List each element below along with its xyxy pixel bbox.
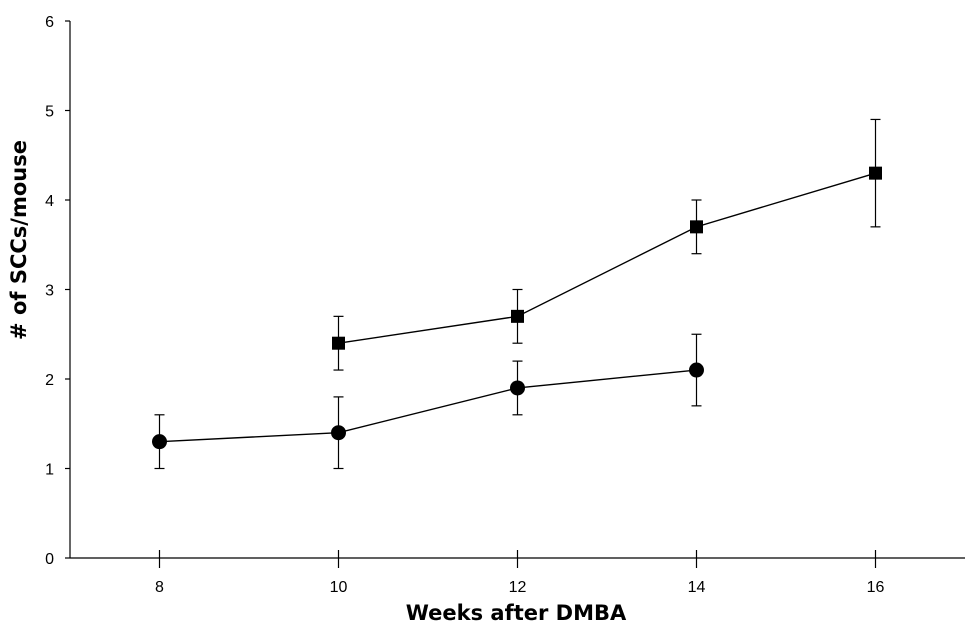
data-point-square	[690, 220, 703, 234]
x-tick-label: 10	[330, 579, 348, 596]
y-tick-label: 6	[45, 14, 54, 31]
series-line	[338, 172, 876, 344]
y-tick-label: 0	[45, 551, 54, 568]
y-tick-label: 5	[45, 104, 54, 121]
data-point-circle	[510, 380, 525, 396]
series-circle	[152, 333, 704, 470]
series-layer	[152, 118, 882, 470]
series-line	[159, 369, 697, 443]
data-point-square	[869, 166, 882, 180]
y-tick-label: 2	[45, 372, 54, 389]
y-axis-title: # of SCCs/mouse	[7, 140, 31, 340]
y-tick-label: 1	[45, 462, 54, 479]
data-point-circle	[331, 425, 346, 441]
x-tick-label: 8	[155, 579, 164, 596]
x-tick-label: 14	[688, 579, 706, 596]
y-tick-label: 4	[45, 193, 54, 210]
data-point-circle	[689, 362, 704, 378]
x-tick-label: 12	[509, 579, 527, 596]
data-point-square	[511, 309, 524, 323]
data-point-circle	[152, 434, 167, 450]
y-tick-label: 3	[45, 283, 54, 300]
data-point-square	[332, 336, 345, 350]
x-tick-label: 16	[867, 579, 885, 596]
x-axis-title: Weeks after DMBA	[406, 601, 627, 625]
series-square	[332, 118, 882, 371]
